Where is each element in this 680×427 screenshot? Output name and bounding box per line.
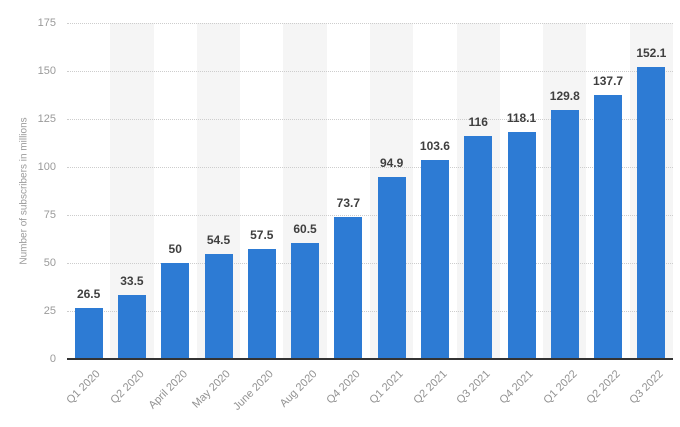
gridline	[67, 263, 673, 264]
bar	[117, 294, 146, 359]
y-tick-label: 0	[49, 353, 56, 365]
y-tick-label: 175	[37, 17, 56, 29]
y-tick-label: 25	[43, 305, 56, 317]
bar-value-label: 129.8	[549, 88, 580, 103]
gridline	[67, 71, 673, 72]
bar-value-label: 152.1	[636, 45, 667, 60]
x-tick-label: May 2020	[190, 368, 233, 411]
bar-value-label: 54.5	[206, 233, 231, 248]
x-tick-label: Q1 2022	[540, 368, 580, 407]
y-axis-title: Number of subscribers in millions	[18, 117, 30, 265]
x-axis-line	[67, 358, 673, 360]
bar	[247, 248, 276, 359]
x-tick-label: Q1 2020	[64, 368, 104, 407]
bar	[291, 242, 320, 359]
x-tick-label: Q2 2021	[411, 368, 450, 407]
bar-value-label: 137.7	[593, 73, 624, 88]
x-tick-label: Q4 2020	[324, 368, 363, 407]
y-tick-label: 125	[37, 113, 56, 125]
y-tick-label: 100	[37, 161, 56, 173]
bar	[74, 308, 103, 359]
bar	[377, 176, 406, 359]
bar-value-label: 116	[468, 115, 488, 130]
bar	[637, 66, 666, 359]
bar-value-label: 118.1	[506, 111, 537, 126]
bar	[594, 94, 623, 359]
bar-value-label: 94.9	[379, 155, 404, 170]
bar	[161, 263, 190, 359]
bar	[204, 254, 233, 359]
bar-value-label: 57.5	[250, 227, 274, 242]
y-tick-label: 75	[43, 209, 56, 221]
x-tick-label: Q2 2022	[584, 368, 623, 407]
gridline	[67, 215, 673, 216]
bar-value-label: 60.5	[293, 221, 317, 236]
x-tick-label: April 2020	[146, 368, 190, 412]
x-tick-label: Q1 2021	[367, 368, 407, 407]
x-tick-label: June 2020	[231, 368, 277, 413]
y-tick-label: 150	[37, 65, 56, 77]
bar-value-label: 33.5	[120, 273, 144, 288]
x-tick-label: Aug 2020	[277, 368, 320, 410]
bar	[420, 160, 449, 359]
y-tick-label: 50	[43, 257, 56, 269]
bar	[464, 136, 493, 359]
x-tick-label: Q3 2021	[454, 368, 493, 407]
bar	[550, 109, 579, 359]
bar-value-label: 26.5	[76, 287, 101, 302]
gridline	[67, 23, 673, 24]
bar-value-label: 50	[168, 242, 182, 256]
gridline	[67, 119, 673, 120]
bar	[334, 217, 363, 359]
gridline	[67, 167, 673, 168]
gridline	[67, 311, 673, 312]
bar-value-label: 73.7	[336, 196, 361, 211]
x-tick-label: Q2 2020	[108, 368, 147, 407]
bar-value-label: 103.6	[419, 139, 450, 154]
bar	[507, 132, 536, 359]
x-tick-label: Q4 2021	[497, 368, 536, 407]
x-tick-label: Q3 2022	[627, 368, 666, 407]
